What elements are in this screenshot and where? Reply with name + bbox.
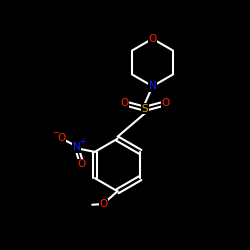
Text: O: O (148, 34, 156, 44)
Text: O: O (100, 199, 108, 209)
Text: N: N (73, 142, 81, 152)
Text: −: − (52, 128, 59, 137)
Text: O: O (120, 98, 128, 108)
Text: +: + (79, 138, 86, 146)
Text: O: O (57, 133, 66, 143)
Text: S: S (142, 104, 148, 114)
Text: O: O (77, 160, 86, 170)
Text: O: O (162, 98, 170, 108)
Text: N: N (148, 81, 156, 91)
